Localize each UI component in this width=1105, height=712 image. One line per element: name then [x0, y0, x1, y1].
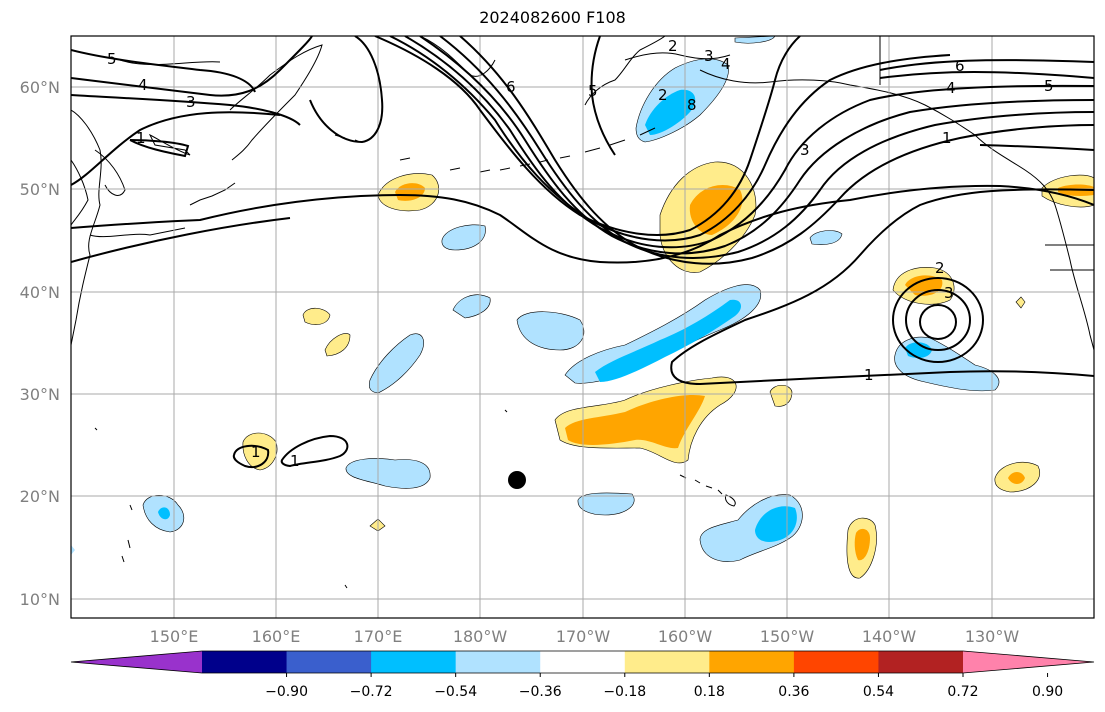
lat-label: 30°N: [20, 385, 60, 404]
colorbar-segment: [286, 651, 372, 673]
lon-label: 160°E: [252, 627, 301, 646]
colorbar-tick-label: −0.18: [603, 684, 646, 700]
contour-label: 4: [946, 79, 956, 97]
contour-label: 2: [658, 86, 668, 104]
colorbar-segment: [709, 651, 795, 673]
contour-layer: [71, 36, 1094, 468]
colorbar-tick-label: −0.72: [350, 684, 393, 700]
colorbar-segment: [202, 651, 288, 673]
contour-label: 1: [136, 129, 146, 147]
colorbar-tick-label: −0.54: [434, 684, 477, 700]
lon-label: 140°W: [862, 627, 917, 646]
contour-label-layer: 5 4 3 1 2 3 4 6 5 2 8 6 3 4 5 1 3 2 1 1 …: [107, 37, 1054, 470]
colorbar-tick-label: −0.90: [265, 684, 308, 700]
lat-label: 60°N: [20, 78, 60, 97]
colorbar-tick-label: 0.18: [694, 684, 725, 700]
latitude-labels: 60°N 50°N 40°N 30°N 20°N 10°N: [20, 78, 60, 609]
colorbar-segment: [624, 651, 710, 673]
contour-label: 1: [290, 452, 300, 470]
colorbar-outline: [70, 650, 1095, 674]
contour-label: 3: [186, 93, 196, 111]
shading-layer: [71, 36, 1094, 579]
colorbar-extend-high: [963, 651, 1094, 673]
colorbar-segment: [371, 651, 457, 673]
lon-label: 170°W: [556, 627, 611, 646]
contour-label: 2: [668, 37, 678, 55]
colorbar-segment: [878, 651, 964, 673]
contour-label: 1: [864, 366, 874, 384]
colorbar-tick-label: 0.36: [778, 684, 809, 700]
lon-label: 150°E: [150, 627, 199, 646]
lon-label: 150°W: [760, 627, 815, 646]
lat-label: 10°N: [20, 590, 60, 609]
contour-label: 8: [687, 96, 697, 114]
contour-label: 6: [955, 57, 965, 75]
lat-label: 40°N: [20, 283, 60, 302]
contour-label: 4: [138, 76, 148, 94]
colorbar-tick-label: −0.36: [519, 684, 562, 700]
contour-label: 5: [107, 50, 117, 68]
lon-label: 130°W: [965, 627, 1020, 646]
negative-anomaly-core: [645, 89, 696, 135]
colorbar-segment: [455, 651, 541, 673]
contour-label: 5: [588, 82, 598, 100]
lat-label: 50°N: [20, 180, 60, 199]
colorbar-tick-label: 0.72: [947, 684, 978, 700]
colorbar-extend-low: [71, 651, 202, 673]
colorbar-tick-label: 0.54: [863, 684, 894, 700]
lat-label: 20°N: [20, 487, 60, 506]
lon-label: 160°W: [658, 627, 713, 646]
contour-label: 6: [506, 78, 516, 96]
colorbar-segment: [793, 651, 879, 673]
contour-label: 2: [935, 259, 945, 277]
contour-label: 3: [944, 284, 954, 302]
storm-position-dot: [508, 471, 526, 489]
colorbar-segment: [540, 651, 626, 673]
colorbar-tick-label: 0.90: [1032, 684, 1063, 700]
contour-label: 1: [251, 443, 261, 461]
contour-label: 3: [704, 47, 714, 65]
map-frame: [70, 35, 1095, 619]
colorbar: −0.90 −0.72 −0.54 −0.36 −0.18 0.18 0.36 0.54 0.7…: [70, 650, 1095, 700]
lon-label: 170°E: [354, 627, 403, 646]
contour-label: 3: [800, 141, 810, 159]
contour-label: 1: [942, 129, 952, 147]
lon-label: 180°W: [453, 627, 508, 646]
map-title: 2024082600 F108: [479, 8, 626, 27]
contour-label: 4: [721, 55, 731, 73]
contour-label: 5: [1044, 77, 1054, 95]
longitude-labels: 150°E 160°E 170°E 180°W 170°W 160°W 150°…: [150, 627, 1020, 646]
coastline-layer: [71, 36, 1094, 589]
